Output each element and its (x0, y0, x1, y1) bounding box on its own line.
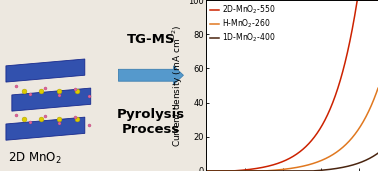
2D-MnO$_2$-550 (322, 120, 327, 122)
H-MnO$_2$-260 (204, 170, 209, 171)
Text: 2D MnO$_2$: 2D MnO$_2$ (8, 151, 62, 166)
H-MnO$_2$-260 (280, 168, 284, 170)
Line: 1D-MnO$_2$-400: 1D-MnO$_2$-400 (206, 153, 378, 171)
2D-MnO$_2$-550 (376, 0, 378, 1)
2D-MnO$_2$-550 (274, 163, 278, 165)
2D-MnO$_2$-550 (341, 68, 345, 70)
Polygon shape (6, 117, 85, 140)
Text: TG-MS: TG-MS (127, 33, 175, 46)
Y-axis label: Current density (mA cm$^{-2}$): Current density (mA cm$^{-2}$) (171, 24, 185, 147)
H-MnO$_2$-260 (338, 148, 342, 150)
H-MnO$_2$-260 (274, 169, 278, 171)
2D-MnO$_2$-550 (280, 161, 284, 163)
Line: 2D-MnO$_2$-550: 2D-MnO$_2$-550 (206, 0, 378, 171)
H-MnO$_2$-260 (322, 158, 327, 160)
Line: H-MnO$_2$-260: H-MnO$_2$-260 (206, 88, 378, 171)
1D-MnO$_2$-400 (280, 170, 284, 171)
2D-MnO$_2$-550 (204, 170, 209, 171)
2D-MnO$_2$-550 (338, 79, 342, 81)
Text: Pyrolysis
Process: Pyrolysis Process (117, 108, 185, 136)
H-MnO$_2$-260 (222, 170, 226, 171)
Legend: 2D-MnO$_2$-550, H-MnO$_2$-260, 1D-MnO$_2$-400: 2D-MnO$_2$-550, H-MnO$_2$-260, 1D-MnO$_2… (209, 2, 277, 46)
Polygon shape (12, 88, 91, 111)
1D-MnO$_2$-400 (222, 170, 226, 171)
1D-MnO$_2$-400 (341, 166, 345, 168)
1D-MnO$_2$-400 (376, 152, 378, 154)
2D-MnO$_2$-550 (222, 170, 226, 171)
1D-MnO$_2$-400 (322, 169, 327, 171)
1D-MnO$_2$-400 (204, 170, 209, 171)
Polygon shape (6, 59, 85, 82)
1D-MnO$_2$-400 (274, 170, 278, 171)
2D-MnO$_2$-550 (355, 0, 359, 1)
H-MnO$_2$-260 (341, 146, 345, 148)
FancyArrow shape (118, 66, 183, 85)
1D-MnO$_2$-400 (338, 167, 342, 169)
H-MnO$_2$-260 (376, 87, 378, 89)
